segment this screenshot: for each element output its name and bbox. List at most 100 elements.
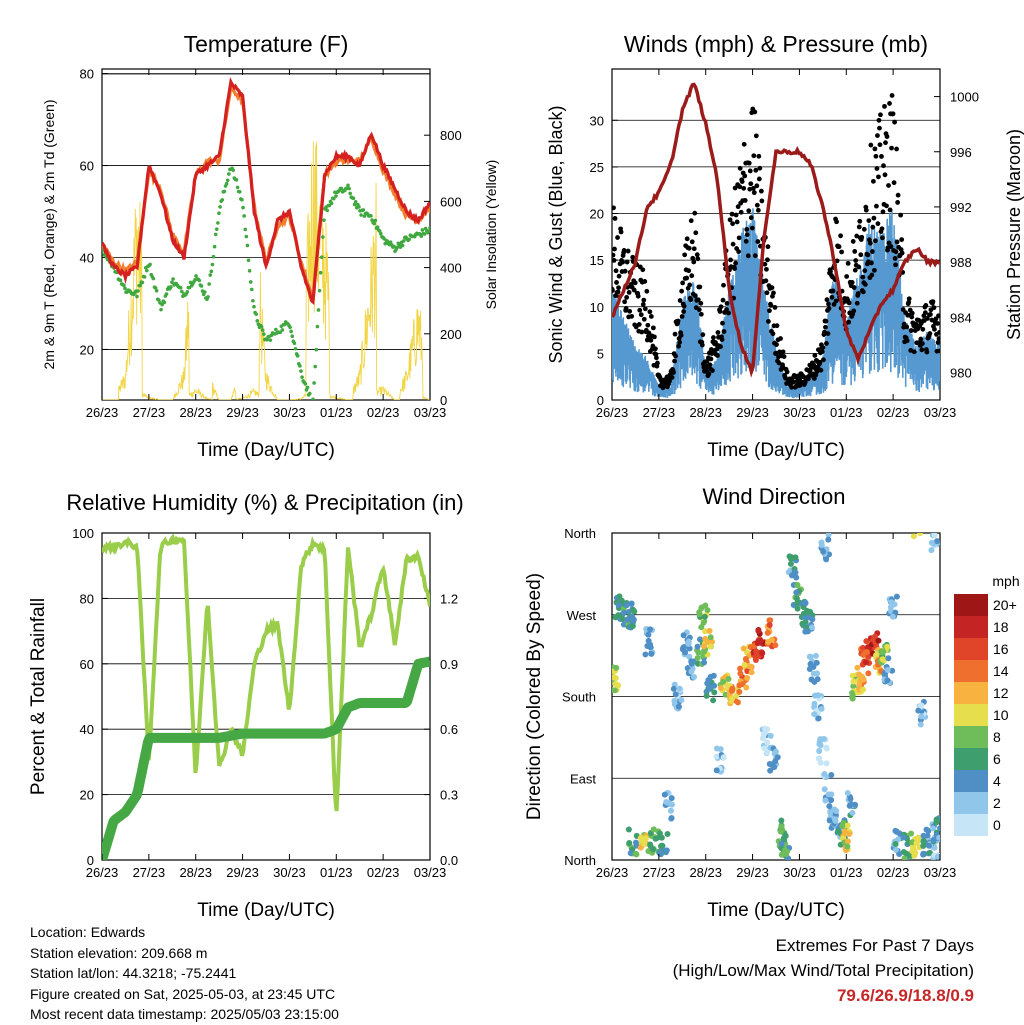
- wind-gust-point: [742, 198, 748, 203]
- temp-solar-line: [102, 141, 430, 400]
- wind-gust-point: [884, 203, 889, 209]
- wind-gust-point: [823, 318, 829, 324]
- dir-point: [825, 533, 832, 538]
- wind-gust-point: [655, 360, 660, 366]
- wind-gust-point: [689, 273, 695, 279]
- wind-gust-point: [684, 236, 690, 242]
- rh-xtick-label: 28/23: [179, 865, 212, 880]
- wind-gust-point: [681, 309, 687, 314]
- wind-gust-point: [882, 172, 888, 178]
- wind-gust-point: [936, 313, 940, 319]
- wind-gust-point: [855, 291, 861, 296]
- wind-gust-point: [871, 215, 877, 221]
- wind-gust-point: [870, 178, 876, 184]
- temp-dewpoint-point: [245, 243, 250, 248]
- dir-point: [764, 739, 771, 746]
- wind-gust-point: [891, 180, 897, 186]
- wind-gust-point: [743, 238, 749, 244]
- wind-gust-point: [704, 359, 710, 364]
- temp-dewpoint-point: [290, 334, 295, 339]
- dir-point: [650, 826, 657, 833]
- temp-dewpoint-point: [231, 168, 235, 172]
- dir-point: [852, 801, 859, 808]
- wind-gust-point: [744, 226, 750, 232]
- temp-dewpoint-point: [359, 213, 363, 217]
- wind-gust-point: [757, 165, 763, 171]
- wind-gust-point: [642, 306, 648, 312]
- temp-dewpoint-point: [208, 273, 213, 277]
- dir-point: [717, 685, 724, 692]
- wind-gust-point: [844, 274, 850, 279]
- wind-ytick-label: 5: [597, 346, 604, 361]
- dir-point: [736, 688, 743, 695]
- wind-gust-point: [789, 384, 795, 390]
- wind-xtick-label: 01/23: [830, 405, 863, 420]
- dir-point: [828, 791, 835, 798]
- dir-point: [928, 547, 935, 554]
- wind-gust-point: [621, 248, 627, 253]
- temp-dewpoint-point: [171, 277, 175, 281]
- dir-point: [646, 626, 653, 633]
- temp-dewpoint-point: [315, 324, 320, 329]
- temp-dewpoint-point: [400, 243, 405, 248]
- dir-point: [742, 656, 749, 663]
- wind-gust-point: [669, 375, 675, 380]
- dir-xlabel: Time (Day/UTC): [707, 900, 845, 921]
- colorbar-title: mph: [992, 573, 1019, 589]
- wind-ylabel: Sonic Wind & Gust (Blue, Black): [546, 105, 566, 363]
- temp-dewpoint-point: [224, 181, 229, 186]
- wind-gust-point: [756, 153, 762, 159]
- dir-point: [778, 823, 785, 830]
- temp-dewpoint-point: [319, 255, 324, 260]
- wind-gust-point: [856, 264, 862, 270]
- wind-gust-point: [838, 233, 843, 239]
- dir-point: [828, 797, 835, 804]
- temp-dewpoint-point: [419, 234, 424, 239]
- dir-point: [688, 658, 695, 665]
- rh-xtick-label: 26/23: [86, 865, 119, 880]
- dir-point: [755, 638, 762, 645]
- dir-point: [811, 700, 818, 707]
- wind-gust-point: [754, 183, 760, 189]
- colorbar-label: 4: [993, 773, 1001, 789]
- temp-dewpoint-point: [246, 258, 251, 263]
- temp-dewpoint-point: [170, 280, 174, 285]
- dir-point: [701, 613, 708, 620]
- dir-point: [729, 695, 736, 702]
- temp-xtick-label: 29/23: [226, 405, 259, 420]
- dir-point: [884, 643, 891, 650]
- wind-ytick-label: 0: [597, 393, 604, 408]
- wind-gust-point: [612, 252, 616, 258]
- temp-dewpoint-point: [313, 364, 318, 369]
- extremes-subtitle: (High/Low/Max Wind/Total Precipitation): [672, 961, 974, 980]
- colorbar-swatch: [954, 748, 988, 770]
- wind-xtick-label: 02/23: [877, 405, 910, 420]
- wind-gust-point: [774, 323, 780, 329]
- dir-point: [928, 539, 935, 546]
- dir-point: [777, 828, 784, 835]
- temp-dewpoint-point: [299, 369, 303, 373]
- dir-point: [825, 536, 832, 543]
- temp-2m-line: [102, 77, 430, 305]
- dir-point: [814, 670, 821, 677]
- wind-gust-point: [613, 268, 619, 274]
- wind-gust-point: [614, 280, 619, 285]
- wind-gust-point: [854, 300, 860, 306]
- temp-dewpoint-point: [314, 347, 319, 352]
- dir-point: [676, 685, 683, 692]
- wind-gust-point: [737, 165, 743, 171]
- wind-gust-point: [730, 241, 736, 247]
- dir-point: [892, 846, 899, 853]
- dir-point: [783, 848, 790, 855]
- temp-dewpoint-point: [348, 191, 352, 196]
- wind-gust-point: [935, 321, 940, 326]
- temp-dewpoint-point: [169, 285, 173, 289]
- rh-xtick-label: 30/23: [273, 865, 306, 880]
- colorbar-label: 0: [993, 817, 1001, 833]
- dir-point: [647, 841, 654, 848]
- rh-ylabel: Percent & Total Rainfall: [28, 598, 49, 795]
- wind-gust-point: [645, 322, 651, 328]
- wind-gust-point: [937, 348, 940, 354]
- wind-gust-point: [874, 203, 879, 209]
- temp-ytick-label: 20: [80, 342, 94, 357]
